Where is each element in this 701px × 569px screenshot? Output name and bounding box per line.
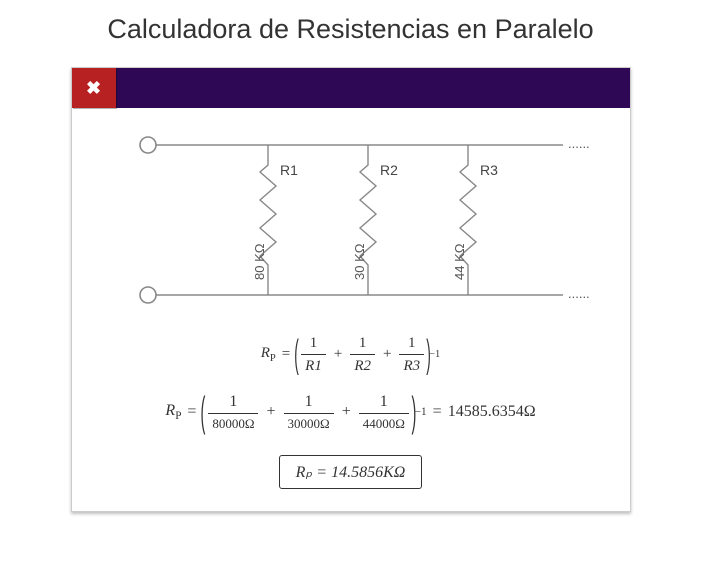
ellipsis-bottom: ...... xyxy=(568,286,590,301)
resistor-branch-2: R2 30 KΩ xyxy=(352,145,398,295)
resistor-branch-3: R3 44 KΩ xyxy=(452,145,498,295)
resistor-label-3: R3 xyxy=(480,162,498,178)
panel-body: ...... ...... R1 80 KΩ R2 30 KΩ xyxy=(72,108,630,511)
formula-numeric: RP = ( 180000Ω + 130000Ω + 144000Ω ) −1 xyxy=(86,391,616,433)
resistor-label-2: R2 xyxy=(380,162,398,178)
result-panel: ✖ ...... ...... xyxy=(71,67,631,512)
close-button[interactable]: ✖ xyxy=(72,68,116,108)
resistor-branch-1: R1 80 KΩ xyxy=(252,145,298,295)
resistor-label-1: R1 xyxy=(280,162,298,178)
circuit-diagram: ...... ...... R1 80 KΩ R2 30 KΩ xyxy=(88,120,613,320)
page-title: Calculadora de Resistencias en Paralelo xyxy=(0,14,701,45)
result-box: Rₚ = 14.5856KΩ xyxy=(279,455,423,489)
ellipsis-top: ...... xyxy=(568,136,590,151)
formula-symbolic: RP = ( 1R1 + 1R2 + 1R3 ) −1 xyxy=(86,334,616,375)
resistor-value-3: 44 KΩ xyxy=(452,243,467,280)
resistor-value-1: 80 KΩ xyxy=(252,243,267,280)
panel-header: ✖ xyxy=(72,68,630,108)
resistor-value-2: 30 KΩ xyxy=(352,243,367,280)
numeric-result: 14585.6354Ω xyxy=(448,403,536,421)
close-icon: ✖ xyxy=(86,78,101,99)
